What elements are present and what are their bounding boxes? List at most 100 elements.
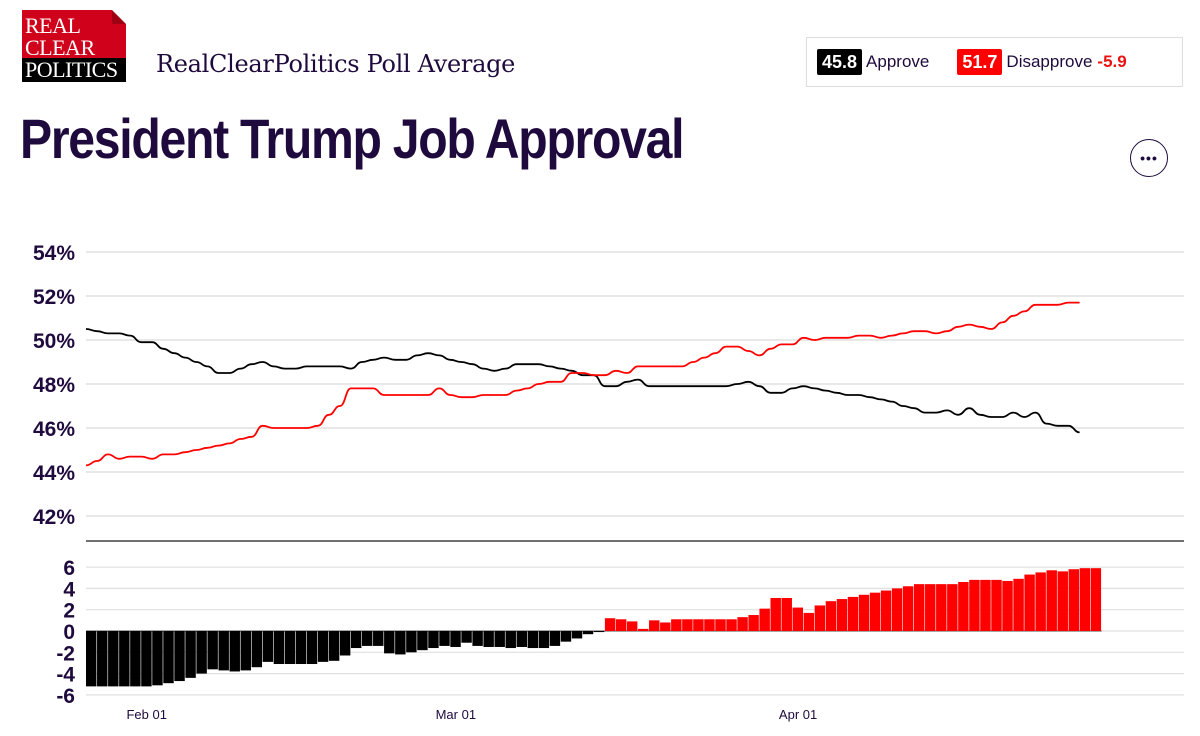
spread-bar[interactable] xyxy=(152,631,163,686)
spread-bar[interactable] xyxy=(1057,571,1068,631)
spread-bar[interactable] xyxy=(284,631,296,665)
spread-bar[interactable] xyxy=(130,631,141,687)
spread-bar[interactable] xyxy=(869,592,881,631)
spread-bar[interactable] xyxy=(273,631,285,665)
spread-bar[interactable] xyxy=(582,631,594,635)
spread-bar[interactable] xyxy=(891,588,903,631)
spread-bar[interactable] xyxy=(373,631,384,646)
spread-bar[interactable] xyxy=(483,631,494,647)
spread-bar[interactable] xyxy=(439,631,450,646)
spread-bar[interactable] xyxy=(748,615,759,631)
spread-bar[interactable] xyxy=(362,631,373,646)
spread-bar[interactable] xyxy=(947,584,958,631)
spread-bar[interactable] xyxy=(196,631,207,674)
spread-bar[interactable] xyxy=(395,631,406,655)
spread-bar[interactable] xyxy=(461,631,472,643)
spread-bar[interactable] xyxy=(571,631,583,639)
spread-bar[interactable] xyxy=(328,631,340,661)
spread-bar[interactable] xyxy=(229,631,240,672)
spread-bar[interactable] xyxy=(737,617,748,631)
spread-bar[interactable] xyxy=(902,586,914,631)
spread-bar[interactable] xyxy=(991,579,1002,631)
spread-bar[interactable] xyxy=(1013,578,1024,631)
spread-bar[interactable] xyxy=(704,619,715,631)
spread-bar[interactable] xyxy=(549,631,561,646)
spread-bar[interactable] xyxy=(1046,570,1057,631)
spread-bar[interactable] xyxy=(108,631,119,687)
spread-bar[interactable] xyxy=(781,597,792,631)
spread-bar[interactable] xyxy=(936,584,947,631)
spread-bar[interactable] xyxy=(980,579,991,631)
spread-bar[interactable] xyxy=(1079,568,1091,631)
spread-bar[interactable] xyxy=(693,619,704,631)
spread-bar[interactable] xyxy=(1002,580,1013,631)
spread-bar[interactable] xyxy=(969,579,980,631)
spread-bar[interactable] xyxy=(527,631,539,649)
spread-bar[interactable] xyxy=(770,597,781,631)
spread-bar[interactable] xyxy=(119,631,130,687)
series-line-approve[interactable] xyxy=(85,328,1080,434)
spread-bar[interactable] xyxy=(858,594,870,631)
spread-bar[interactable] xyxy=(792,607,803,631)
spread-bar[interactable] xyxy=(218,631,229,671)
spread-bar[interactable] xyxy=(417,631,428,651)
spread-bar[interactable] xyxy=(406,631,417,653)
spread-bar[interactable] xyxy=(538,631,550,649)
spread-bar[interactable] xyxy=(163,631,174,684)
spread-bar[interactable] xyxy=(384,631,395,654)
spread-bar[interactable] xyxy=(914,584,925,631)
spread-bar[interactable] xyxy=(494,631,505,647)
spread-y-tick-label: -2 xyxy=(56,642,75,665)
spread-bar[interactable] xyxy=(450,631,461,647)
spread-bar[interactable] xyxy=(1024,574,1035,631)
spread-bar[interactable] xyxy=(715,619,726,631)
main-chart-y-axis: 54% 52% 50% 48% 46% 44% 42% xyxy=(33,242,75,529)
spread-bar[interactable] xyxy=(350,631,362,649)
spread-bar[interactable] xyxy=(626,621,638,631)
spread-bar[interactable] xyxy=(638,628,649,631)
spread-bar[interactable] xyxy=(958,582,969,631)
spread-bar[interactable] xyxy=(1035,572,1046,631)
spread-y-tick-label: -4 xyxy=(56,664,75,687)
spread-bar[interactable] xyxy=(560,631,572,642)
spread-bar[interactable] xyxy=(428,631,439,649)
spread-bar[interactable] xyxy=(759,608,770,631)
more-options-button[interactable]: ••• xyxy=(1130,139,1168,177)
rcp-logo[interactable]: REAL CLEAR POLITICS xyxy=(22,10,126,82)
spread-bar[interactable] xyxy=(880,590,892,631)
spread-bar[interactable] xyxy=(262,631,274,662)
spread-bar[interactable] xyxy=(825,601,837,631)
spread-bar[interactable] xyxy=(1068,569,1079,631)
spread-bar[interactable] xyxy=(86,631,97,687)
spread-bar[interactable] xyxy=(174,631,185,682)
spread-bar[interactable] xyxy=(505,631,516,649)
disapprove-value-badge: 51.7 xyxy=(957,49,1003,75)
spread-bar[interactable] xyxy=(615,619,627,631)
series-line-disapprove[interactable] xyxy=(85,301,1080,467)
spread-bar[interactable] xyxy=(339,631,351,656)
spread-bar[interactable] xyxy=(836,599,848,631)
spread-bar[interactable] xyxy=(682,619,693,631)
spread-bar[interactable] xyxy=(726,619,737,631)
spread-bar[interactable] xyxy=(251,631,263,668)
spread-bar[interactable] xyxy=(207,631,218,670)
spread-bar[interactable] xyxy=(516,631,527,647)
spread-bar[interactable] xyxy=(97,631,108,687)
spread-bar[interactable] xyxy=(660,622,671,631)
spread-bar[interactable] xyxy=(649,620,660,631)
spread-bar[interactable] xyxy=(472,631,483,646)
spread-bar[interactable] xyxy=(604,618,616,631)
spread-bar[interactable] xyxy=(185,631,196,678)
spread-bar[interactable] xyxy=(593,631,605,633)
spread-bar[interactable] xyxy=(847,596,859,631)
spread-bar[interactable] xyxy=(295,631,307,665)
spread-bar[interactable] xyxy=(671,619,682,631)
spread-bar[interactable] xyxy=(240,631,251,671)
spread-bar[interactable] xyxy=(803,612,815,631)
spread-bar[interactable] xyxy=(814,605,826,631)
spread-bar[interactable] xyxy=(306,631,318,665)
spread-bar[interactable] xyxy=(925,584,936,631)
spread-bar[interactable] xyxy=(1090,568,1102,631)
spread-bar[interactable] xyxy=(141,631,152,687)
spread-bar[interactable] xyxy=(317,631,329,662)
